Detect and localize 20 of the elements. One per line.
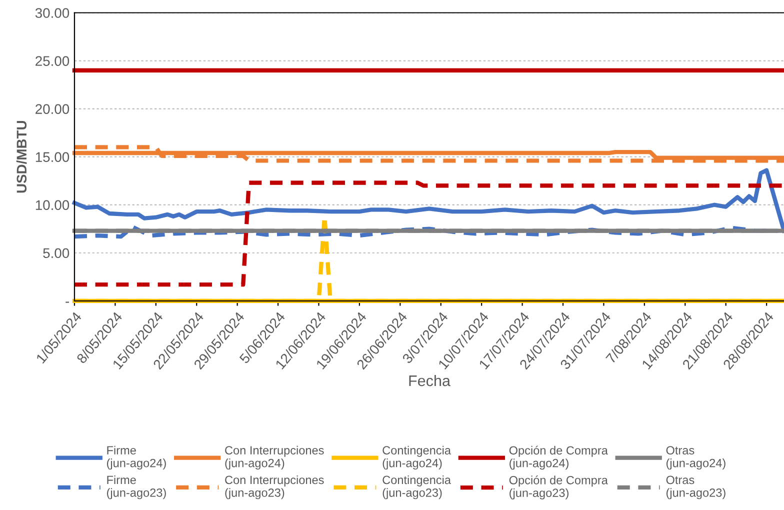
y-tick-label: 25.00 bbox=[36, 56, 70, 66]
line-series bbox=[72, 168, 784, 233]
legend-label: Opción de Compra (jun-ago24) bbox=[509, 446, 608, 470]
y-axis-title: USD/MBTU bbox=[16, 121, 27, 193]
legend-label: Otras (jun-ago24) bbox=[666, 446, 726, 470]
legend-label: Con Interrupciones (jun-ago23) bbox=[225, 475, 324, 500]
y-tick-label: 15.00 bbox=[36, 152, 70, 162]
legend-label: Contingencia (jun-ago23) bbox=[382, 475, 451, 500]
y-tick-label: 30.00 bbox=[35, 8, 70, 18]
x-axis-title: Fecha bbox=[409, 374, 450, 386]
legend-label: Opción de Compra (jun-ago23) bbox=[509, 476, 608, 500]
legend-label: Firme (jun-ago23) bbox=[107, 475, 166, 500]
y-tick-label: 10.00 bbox=[36, 200, 70, 210]
legend-label: Con Interrupciones (jun-ago24) bbox=[225, 446, 324, 470]
legend-label: Firme (jun-ago24) bbox=[107, 446, 166, 470]
y-tick-label: - bbox=[66, 302, 70, 303]
legend-label: Contingencia (jun-ago24) bbox=[382, 446, 451, 470]
y-tick-label: 5.00 bbox=[43, 248, 70, 258]
y-tick-label: 20.00 bbox=[36, 104, 70, 114]
legend-label: Otras (jun-ago23) bbox=[666, 476, 726, 500]
